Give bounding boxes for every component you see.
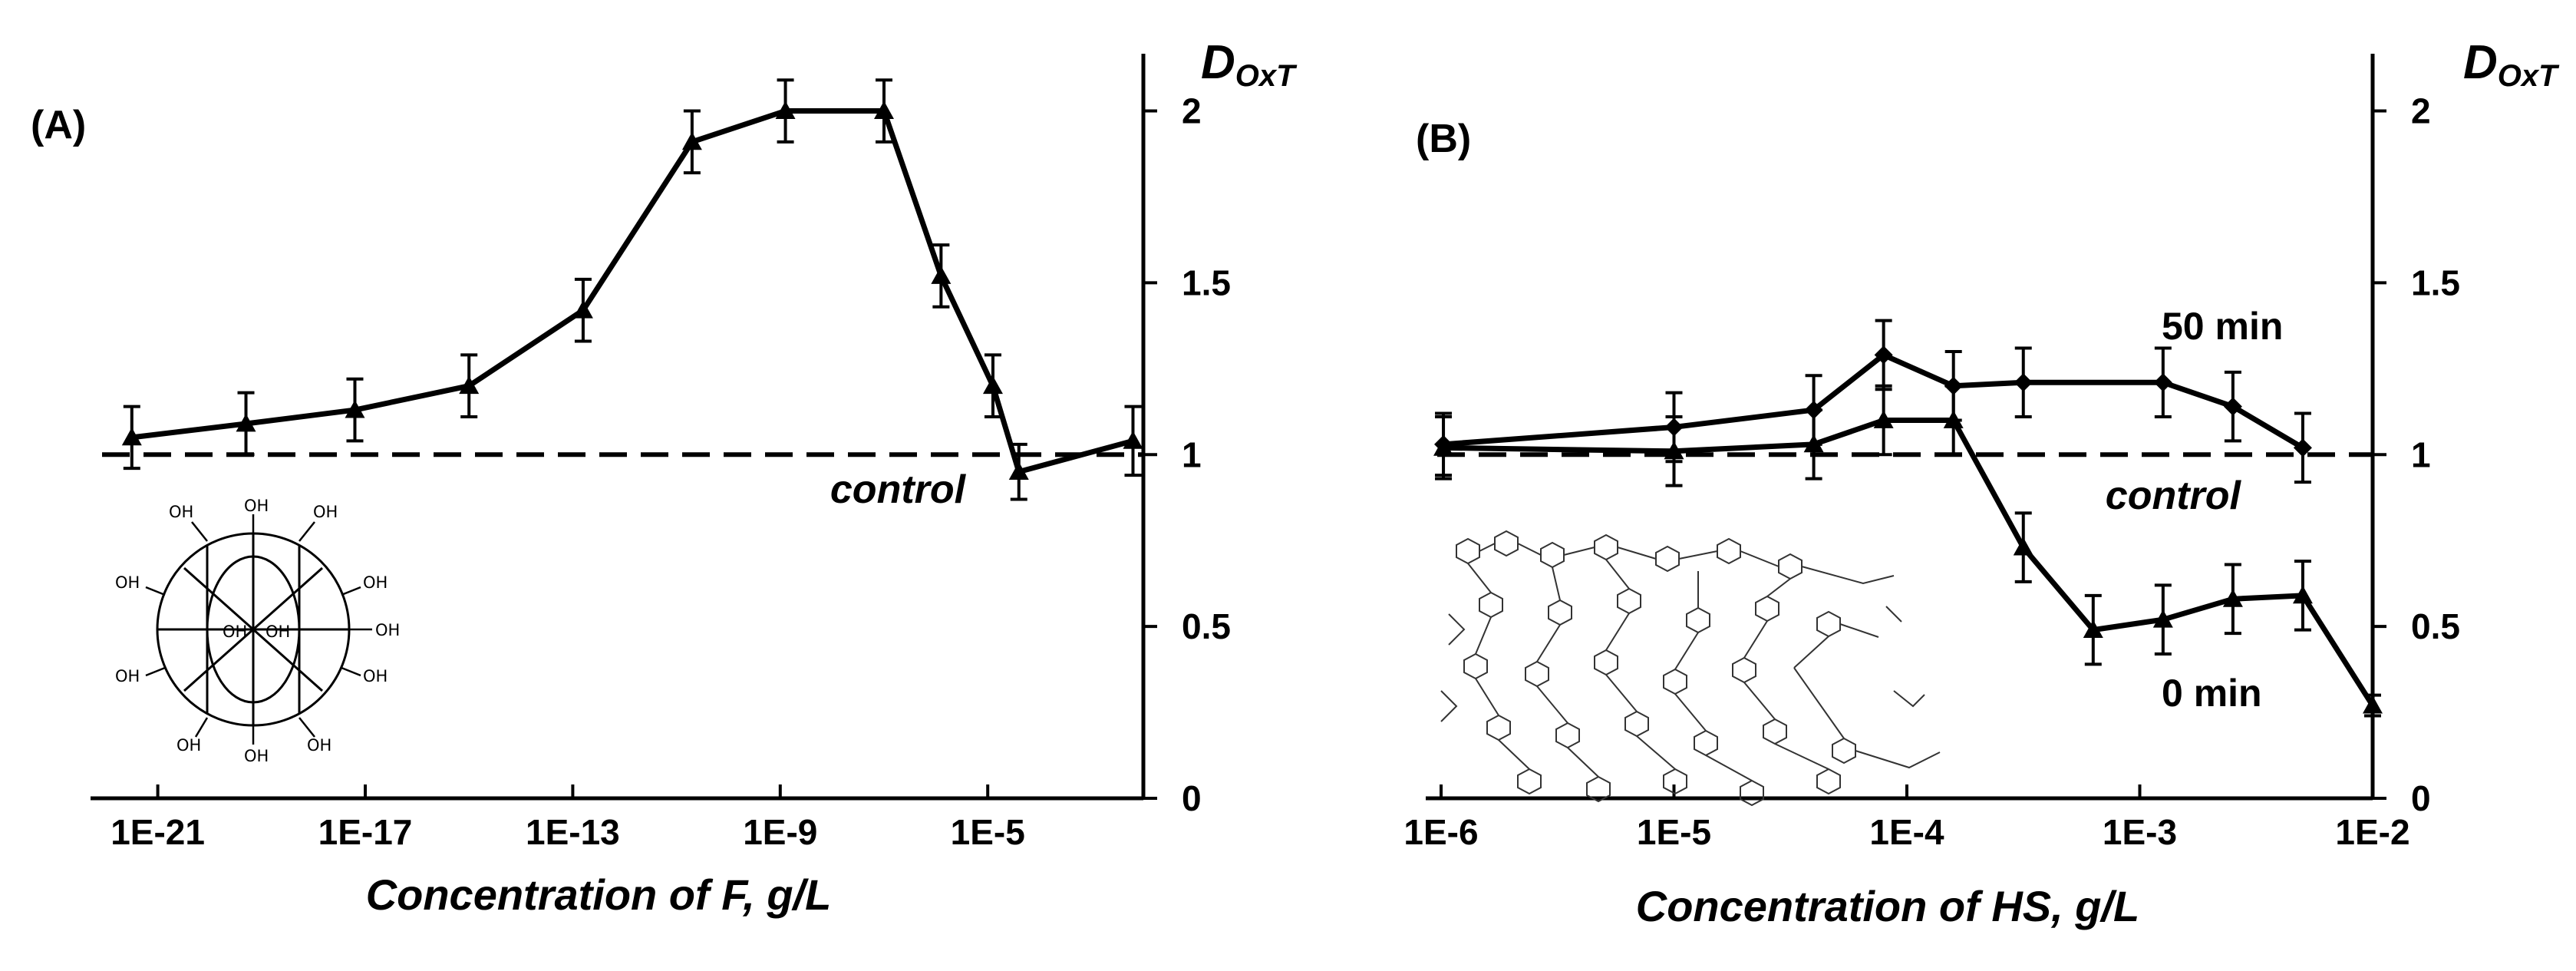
oh-label: OH	[223, 623, 247, 641]
panel-b-y-axis-label: DOxT	[2463, 36, 2560, 93]
data-point-triangle	[931, 266, 952, 284]
panel-b: (B) DOxT Concentration of HS, g/L contro…	[1403, 36, 2560, 930]
data-point-triangle	[1943, 410, 1964, 428]
y-tick-label: 2	[1182, 91, 1202, 131]
fullerenol-hydroxyl-labels: OH OH OH OH OH OH OH OH OH OH OH OH OH	[115, 497, 400, 765]
panel-a-ticks: 1E-21 1E-17 1E-13 1E-9 1E-5 0 0.5 1 1.5 2	[110, 91, 1231, 852]
oh-label: OH	[169, 503, 193, 521]
series-f	[121, 78, 1143, 501]
y-tick-label: 1.5	[2411, 263, 2460, 302]
humic-substance-structure-inset	[1440, 530, 1941, 807]
data-point-triangle	[1123, 431, 1143, 449]
x-tick-label: 1E-3	[2103, 812, 2177, 852]
fullerenol-cage-bonds	[157, 533, 349, 725]
x-tick-label: 1E-21	[110, 812, 205, 852]
oh-label: OH	[363, 573, 388, 592]
y-tick-label: 0	[2411, 778, 2431, 818]
y-tick-label: 2	[2411, 91, 2431, 131]
oh-label: OH	[307, 736, 331, 755]
x-tick-label: 1E-9	[743, 812, 817, 852]
x-tick-label: 1E-5	[1637, 812, 1711, 852]
y-tick-label: 0.5	[1182, 606, 1231, 646]
oh-label: OH	[244, 747, 269, 765]
x-tick-label: 1E-17	[318, 812, 413, 852]
data-point-diamond	[2014, 373, 2033, 392]
data-point-triangle	[345, 400, 365, 418]
panel-a-y-axis-label-main: D	[1201, 36, 1235, 89]
fullerenol-hydroxyl-bonds	[145, 514, 372, 745]
data-point-triangle	[775, 101, 796, 119]
y-tick-label: 0.5	[2411, 606, 2460, 646]
panel-a-y-axis-label: DOxT	[1201, 36, 1298, 93]
panel-b-y-axis-label-main: D	[2463, 36, 2498, 89]
panel-b-y-axis-label-sub: OxT	[2498, 59, 2560, 93]
data-point-triangle	[1664, 441, 1684, 460]
panel-a-control-label: control	[830, 467, 967, 512]
y-tick-label: 1	[2411, 434, 2431, 474]
panel-a-x-axis-title: Concentration of F, g/L	[366, 870, 832, 919]
data-point-triangle	[459, 375, 480, 395]
data-point-diamond	[2293, 438, 2312, 457]
data-point-diamond	[2153, 373, 2172, 392]
y-tick-label: 1.5	[1182, 263, 1231, 302]
y-tick-label: 1	[1182, 434, 1202, 474]
humic-chain-links	[1440, 543, 1941, 781]
data-point-triangle	[236, 413, 256, 432]
x-tick-label: 1E-5	[951, 812, 1025, 852]
x-tick-label: 1E-6	[1403, 812, 1478, 852]
series-line	[131, 108, 1134, 475]
data-point-triangle	[2083, 619, 2103, 639]
oh-label: OH	[375, 621, 400, 639]
data-point-diamond	[1874, 345, 1893, 365]
x-tick-label: 1E-4	[1869, 812, 1944, 852]
oh-label: OH	[115, 667, 140, 685]
panel-a: (A) DOxT Concentration of F, g/L control…	[31, 36, 1298, 919]
fullerenol-structure-inset: OH OH OH OH OH OH OH OH OH OH OH OH OH	[115, 497, 400, 765]
oh-label: OH	[115, 573, 140, 592]
oh-label: OH	[266, 623, 290, 641]
data-point-triangle	[2363, 695, 2383, 714]
data-point-triangle	[1008, 461, 1029, 481]
data-point-triangle	[572, 300, 593, 319]
data-point-triangle	[1803, 434, 1824, 453]
panel-a-label: (A)	[31, 103, 86, 147]
x-tick-label: 1E-13	[526, 812, 620, 852]
x-tick-label: 1E-2	[2335, 812, 2409, 852]
data-point-triangle	[1433, 438, 1454, 456]
data-point-triangle	[1873, 410, 1894, 428]
oh-label: OH	[363, 667, 388, 685]
series-label-0-min: 0 min	[2162, 672, 2262, 715]
oh-label: OH	[176, 736, 201, 755]
data-point-triangle	[2152, 609, 2173, 628]
panel-a-y-axis-label-sub: OxT	[1235, 59, 1298, 93]
data-point-triangle	[2292, 585, 2313, 604]
series-label-50-min: 50 min	[2162, 305, 2283, 348]
panel-b-label: (B)	[1416, 117, 1471, 161]
data-point-diamond	[2223, 397, 2242, 416]
data-point-triangle	[681, 131, 702, 150]
data-point-triangle	[982, 375, 1003, 395]
panel-a-axes	[91, 54, 1146, 801]
oh-label: OH	[313, 503, 338, 521]
data-point-triangle	[121, 427, 142, 446]
panel-b-axes	[1426, 54, 2383, 801]
panel-b-x-axis-title: Concentration of HS, g/L	[1636, 882, 2139, 930]
oh-label: OH	[244, 497, 269, 515]
data-point-triangle	[2013, 537, 2033, 556]
y-tick-label: 0	[1182, 778, 1202, 818]
data-point-triangle	[874, 101, 894, 119]
panel-b-control-label: control	[2106, 474, 2242, 518]
panel-b-ticks: 1E-6 1E-5 1E-4 1E-3 1E-20 0.5 1 1.5 2	[1403, 91, 2460, 852]
series-0-min	[1433, 384, 2383, 718]
data-point-triangle	[2222, 589, 2243, 607]
